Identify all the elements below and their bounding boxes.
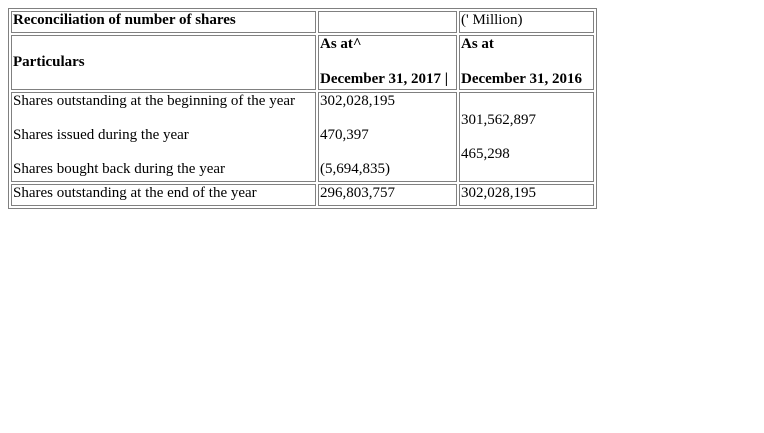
row-label-beginning: Shares outstanding at the beginning of t… [13,93,296,109]
row-label-issued: Shares issued during the year [13,127,189,143]
movement-values-2017: 302,028,195 470,397 (5,694,835) [318,92,457,182]
header-2016-date: December 31, 2016 [461,71,582,87]
table-title: Reconciliation of number of shares [11,11,316,33]
total-value-2017: 296,803,757 [318,184,457,206]
header-2017-as-at: As at^ [320,36,362,52]
unit-note: (' Million) [459,11,594,33]
total-value-2016: 302,028,195 [459,184,594,206]
total-row: Shares outstanding at the end of the yea… [11,184,594,206]
movement-rows: Shares outstanding at the beginning of t… [11,92,594,182]
movement-labels: Shares outstanding at the beginning of t… [11,92,316,182]
empty-header-cell [318,11,457,33]
header-2017: As at^ December 31, 2017 | [318,35,457,90]
header-2017-date: December 31, 2017 | [320,71,448,87]
value-2017-beginning: 302,028,195 [320,93,395,109]
table-title-row: Reconciliation of number of shares (' Mi… [11,11,594,33]
value-2017-bought-back: (5,694,835) [320,161,390,177]
value-2016-first: 301,562,897 [461,111,536,128]
particulars-header: Particulars [11,35,316,90]
value-2017-issued: 470,397 [320,127,369,143]
movement-values-2016: 301,562,897 465,298 [459,92,594,182]
total-label: Shares outstanding at the end of the yea… [11,184,316,206]
shares-reconciliation-table: Reconciliation of number of shares (' Mi… [8,8,597,209]
header-2016-as-at: As at [461,36,494,52]
value-2016-second: 465,298 [461,145,510,162]
row-label-bought-back: Shares bought back during the year [13,161,226,177]
header-2016: As at December 31, 2016 [459,35,594,90]
column-header-row: Particulars As at^ December 31, 2017 | A… [11,35,594,90]
